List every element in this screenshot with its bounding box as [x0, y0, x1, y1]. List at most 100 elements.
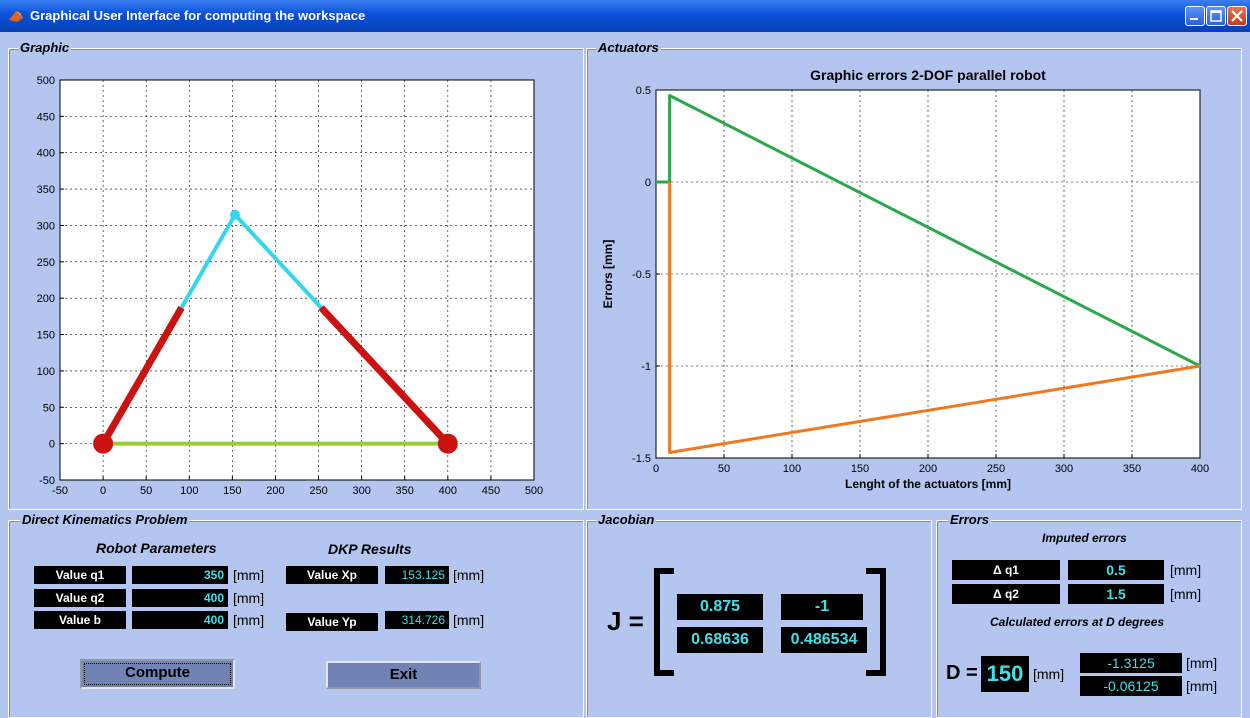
- minimize-icon: [1190, 18, 1198, 20]
- dkp-panel-title: Direct Kinematics Problem: [20, 512, 190, 527]
- xp-value: 153.125: [385, 566, 449, 584]
- exit-button[interactable]: Exit: [326, 661, 481, 689]
- title-bar[interactable]: Graphical User Interface for computing t…: [0, 0, 1250, 32]
- y-tick-label: 100: [37, 366, 55, 378]
- jacobian-cell: 0.68636: [677, 627, 763, 653]
- y-axis-label: Errors [mm]: [601, 240, 615, 309]
- y-tick-label: 0: [49, 439, 55, 451]
- robot-graphic-chart: -50 0 50 100 150 200 250 300 350 400 450 500 -50 0 50 1…: [37, 75, 544, 497]
- matrix-brackets: [654, 568, 886, 676]
- x-tick-label: 100: [180, 485, 198, 497]
- x-tick-label: 400: [1191, 463, 1209, 475]
- error2-value: -0.06125: [1080, 676, 1182, 696]
- compute-button[interactable]: Compute: [80, 659, 235, 689]
- dq1-label: Δ q1: [952, 560, 1060, 580]
- yp-value: 314.726: [385, 611, 449, 629]
- y-tick-label: 50: [43, 402, 55, 414]
- x-tick-label: 0: [653, 463, 659, 475]
- x-tick-label: 50: [718, 463, 730, 475]
- x-tick-label: 350: [1123, 463, 1141, 475]
- imputed-errors-header: Imputed errors: [1042, 531, 1127, 545]
- maximize-button[interactable]: [1206, 6, 1226, 26]
- y-tick-label: 300: [37, 220, 55, 232]
- series-line: [668, 182, 1201, 454]
- calculated-errors-header: Calculated errors at D degrees: [990, 615, 1165, 629]
- y-tick-label: -50: [39, 475, 55, 487]
- x-tick-label: 400: [439, 485, 457, 497]
- dkp-results-header: DKP Results: [328, 541, 412, 557]
- b-input[interactable]: 400: [132, 611, 228, 629]
- x-tick-label: 350: [396, 485, 414, 497]
- q2-input[interactable]: 400: [132, 589, 228, 607]
- series-line: [100, 305, 185, 446]
- series-line: [233, 213, 323, 309]
- x-axis-label: Lenght of the actuators [mm]: [845, 477, 1011, 491]
- error1-unit: [mm]: [1186, 655, 1218, 671]
- d-unit: [mm]: [1033, 666, 1065, 682]
- y-tick-label: 350: [37, 184, 55, 196]
- series-line: [656, 94, 1201, 368]
- data-point: [93, 433, 114, 454]
- x-tick-label: 100: [783, 463, 801, 475]
- xp-unit: [mm]: [453, 567, 485, 583]
- jacobian-cell: 0.486534: [781, 627, 867, 653]
- series-line: [179, 213, 237, 309]
- data-point: [437, 433, 458, 454]
- x-tick-label: 0: [100, 485, 106, 497]
- x-tick-label: 200: [919, 463, 937, 475]
- error2-unit: [mm]: [1186, 678, 1218, 694]
- x-tick-label: 300: [352, 485, 370, 497]
- chart-title: Graphic errors 2-DOF parallel robot: [810, 67, 1046, 83]
- dq2-input[interactable]: 1.5: [1068, 584, 1164, 604]
- y-tick-label: -1.5: [632, 453, 651, 465]
- errors-panel-title: Errors: [948, 512, 992, 527]
- y-tick-label: 500: [37, 75, 55, 87]
- d-input[interactable]: 150: [981, 656, 1029, 692]
- q2-label: Value q2: [34, 589, 126, 607]
- errors-chart: 0 50 100 150 200 250 300 350 400 -1.5 -1 -0.5 0 0.5 Gr…: [601, 67, 1209, 491]
- close-button[interactable]: [1227, 6, 1247, 26]
- jacobian-cell: -1: [781, 594, 863, 620]
- robot-parameters-header: Robot Parameters: [96, 540, 217, 556]
- x-tick-label: 500: [525, 485, 543, 497]
- y-tick-label: 450: [37, 111, 55, 123]
- dq1-input[interactable]: 0.5: [1068, 560, 1164, 580]
- jacobian-cell: 0.875: [677, 594, 763, 620]
- actuators-panel-title: Actuators: [596, 40, 661, 55]
- minimize-button[interactable]: [1185, 6, 1205, 26]
- y-tick-label: 150: [37, 330, 55, 342]
- error1-value: -1.3125: [1080, 653, 1182, 673]
- dq1-unit: [mm]: [1170, 562, 1202, 578]
- y-tick-label: -1: [641, 361, 651, 373]
- x-tick-label: 150: [223, 485, 241, 497]
- q2-unit: [mm]: [233, 590, 265, 606]
- x-tick-label: 450: [482, 485, 500, 497]
- data-point: [230, 209, 241, 220]
- q1-unit: [mm]: [233, 567, 265, 583]
- jacobian-panel-title: Jacobian: [596, 512, 657, 527]
- x-tick-label: 200: [266, 485, 284, 497]
- matlab-icon: [9, 11, 23, 22]
- x-tick-label: 300: [1055, 463, 1073, 475]
- x-tick-label: 50: [140, 485, 152, 497]
- y-tick-label: -0.5: [632, 269, 651, 281]
- x-tick-label: -50: [52, 485, 68, 497]
- y-tick-label: 200: [37, 293, 55, 305]
- y-tick-label: 0: [645, 177, 651, 189]
- x-tick-label: 250: [309, 485, 327, 497]
- x-tick-label: 250: [987, 463, 1005, 475]
- dq2-unit: [mm]: [1170, 586, 1202, 602]
- graphic-panel-title: Graphic: [18, 40, 72, 55]
- jacobian-symbol: J =: [607, 606, 644, 636]
- y-tick-label: 0.5: [636, 85, 651, 97]
- yp-unit: [mm]: [453, 612, 485, 628]
- q1-input[interactable]: 350: [132, 566, 228, 584]
- y-tick-label: 400: [37, 148, 55, 160]
- series-line: [318, 305, 451, 447]
- y-tick-label: 250: [37, 257, 55, 269]
- close-icon: [1231, 10, 1243, 22]
- dq2-label: Δ q2: [952, 584, 1060, 604]
- x-tick-label: 150: [851, 463, 869, 475]
- maximize-icon: [1210, 10, 1222, 22]
